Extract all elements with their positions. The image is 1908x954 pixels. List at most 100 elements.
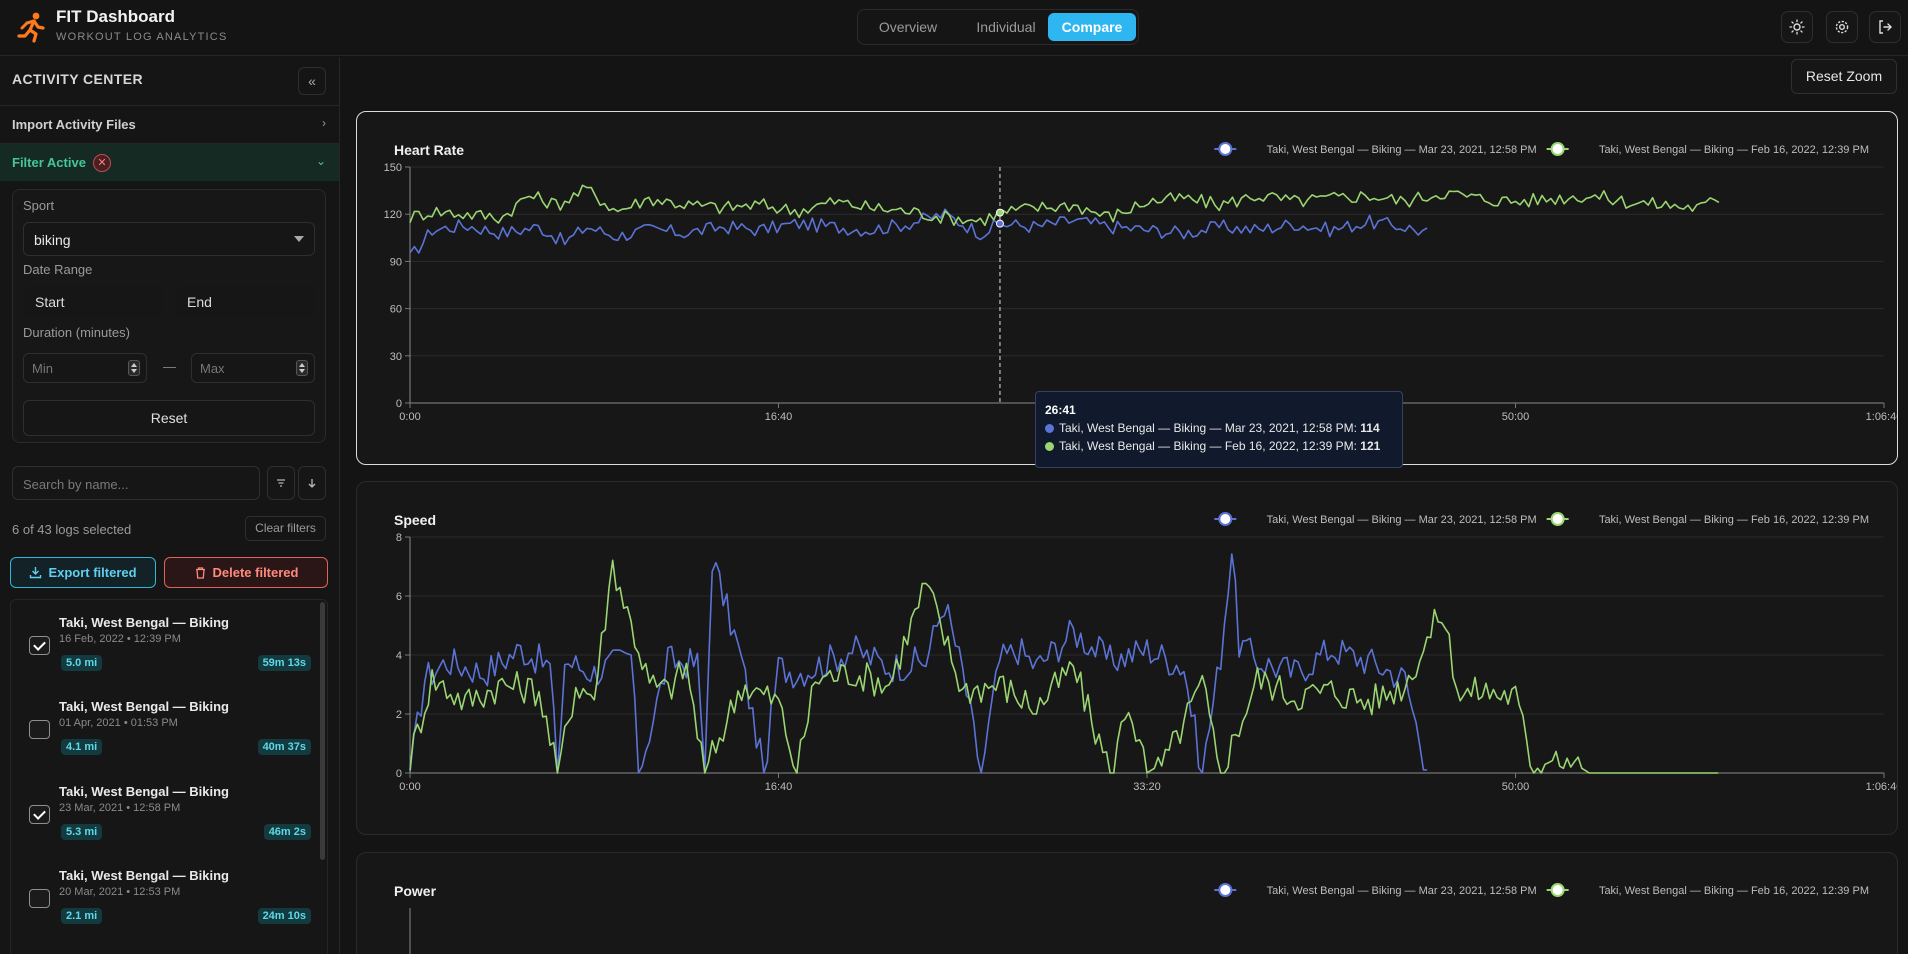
distance-badge: 4.1 mi — [61, 739, 103, 755]
x-tick-label: 50:00 — [1502, 781, 1530, 793]
min-duration-input[interactable]: Min — [23, 353, 147, 383]
start-date-label: Start — [35, 294, 65, 310]
duration-badge: 40m 37s — [257, 739, 311, 755]
list-scrollbar[interactable] — [320, 602, 325, 860]
log-date: 20 Mar, 2021 • 12:53 PM — [59, 886, 181, 898]
tooltip-row-a: Taki, West Bengal — Biking — Mar 23, 202… — [1045, 421, 1380, 435]
start-date-input[interactable]: Start — [23, 286, 163, 318]
speed-panel: Speed Taki, West Bengal — Biking — Feb 16… — [356, 481, 1902, 835]
clear-filters-button[interactable]: Clear filters — [245, 516, 326, 541]
legend-marker — [1218, 512, 1233, 526]
range-dash: — — [163, 359, 176, 374]
series-line — [409, 208, 1428, 254]
download-icon — [30, 567, 42, 579]
y-tick-label: 120 — [384, 209, 402, 221]
sort-direction-button[interactable] — [298, 466, 326, 500]
log-title: Taki, West Bengal — Biking — [59, 615, 229, 630]
top-bar: FIT Dashboard WORKOUT LOG ANALYTICS Over… — [0, 0, 1908, 56]
sort-field-button[interactable] — [267, 466, 295, 500]
log-checkbox[interactable] — [29, 889, 50, 908]
tooltip-time: 26:41 — [1045, 403, 1076, 417]
log-date: 01 Apr, 2021 • 01:53 PM — [59, 717, 178, 729]
list-item[interactable]: Taki, West Bengal — Biking 16 Feb, 2022 … — [11, 600, 319, 684]
delete-filtered-button[interactable]: Delete filtered — [164, 557, 328, 588]
legend-marker — [1218, 142, 1233, 156]
log-title: Taki, West Bengal — Biking — [59, 784, 229, 799]
speed-chart[interactable]: Speed Taki, West Bengal — Biking — Feb 16… — [357, 482, 1902, 834]
chevron-right-icon: › — [322, 116, 326, 130]
series-line — [409, 184, 1720, 227]
power-chart[interactable]: Power Taki, West Bengal — Biking — Feb 16… — [357, 853, 1897, 954]
list-item[interactable]: Taki, West Bengal — Biking 01 Apr, 2021 … — [11, 684, 319, 768]
theme-toggle-button[interactable] — [1781, 11, 1813, 43]
y-tick-label: 4 — [396, 650, 402, 662]
collapse-sidebar-button[interactable]: « — [298, 67, 326, 95]
legend-marker — [1550, 142, 1565, 156]
duration-badge: 59m 13s — [257, 655, 311, 671]
log-checkbox[interactable] — [29, 805, 50, 824]
legend-label: Taki, West Bengal — Biking — Mar 23, 202… — [1267, 885, 1537, 897]
tab-overview[interactable]: Overview — [878, 19, 938, 35]
filter-active-row[interactable]: Filter Active ✕ ⌄ — [0, 143, 339, 181]
trash-icon — [195, 567, 205, 579]
y-tick-label: 30 — [390, 351, 402, 363]
x-tick-label: 16:40 — [765, 781, 793, 793]
legend-marker — [1550, 512, 1565, 526]
tab-compare[interactable]: Compare — [1048, 13, 1136, 41]
filter-panel: Sport biking Date Range Start End Durati… — [12, 189, 326, 443]
y-tick-label: 150 — [384, 162, 402, 174]
filter-active-label: Filter Active — [12, 155, 86, 170]
max-duration-input[interactable]: Max — [191, 353, 315, 383]
heart-rate-chart[interactable]: Heart Rate Taki, West Bengal — Biking — F… — [357, 112, 1902, 464]
clear-filter-icon[interactable]: ✕ — [93, 154, 111, 172]
search-input[interactable]: Search by name... — [12, 466, 260, 500]
max-stepper[interactable] — [296, 360, 308, 376]
chart-legend: Taki, West Bengal — Biking — Feb 16, 202… — [1214, 883, 1869, 897]
export-filtered-button[interactable]: Export filtered — [10, 557, 156, 588]
y-tick-label: 0 — [396, 398, 402, 410]
caret-down-icon — [294, 236, 304, 242]
list-item[interactable]: Taki, West Bengal — Biking 23 Mar, 2021 … — [11, 769, 319, 853]
chart-legend: Taki, West Bengal — Biking — Feb 16, 202… — [1214, 512, 1869, 526]
legend-marker — [1550, 883, 1565, 897]
y-tick-label: 0 — [396, 768, 402, 780]
tab-individual[interactable]: Individual — [976, 19, 1036, 35]
reset-filter-button[interactable]: Reset — [23, 400, 315, 436]
legend-label: Taki, West Bengal — Biking — Feb 16, 202… — [1599, 514, 1869, 526]
log-title: Taki, West Bengal — Biking — [59, 699, 229, 714]
legend-label: Taki, West Bengal — Biking — Mar 23, 202… — [1267, 514, 1537, 526]
list-item[interactable]: Taki, West Bengal — Biking 20 Mar, 2021 … — [11, 853, 319, 937]
log-checkbox[interactable] — [29, 720, 50, 739]
y-tick-label: 90 — [390, 256, 402, 268]
min-stepper[interactable] — [128, 360, 140, 376]
hover-point — [995, 219, 1004, 228]
legend-label: Taki, West Bengal — Biking — Feb 16, 202… — [1599, 885, 1869, 897]
min-placeholder: Min — [32, 361, 53, 376]
double-chevron-left-icon: « — [308, 73, 316, 89]
series-a-dot — [1045, 424, 1054, 433]
x-tick-label: 1:06:40 — [1866, 411, 1897, 423]
x-tick-label: 50:00 — [1502, 411, 1530, 423]
end-date-input[interactable]: End — [175, 286, 315, 318]
import-files-row[interactable]: Import Activity Files › — [0, 105, 339, 143]
settings-button[interactable] — [1826, 11, 1858, 43]
reset-zoom-button[interactable]: Reset Zoom — [1791, 59, 1897, 94]
chart-legend: Taki, West Bengal — Biking — Feb 16, 202… — [1214, 142, 1869, 156]
legend-label: Taki, West Bengal — Biking — Mar 23, 202… — [1267, 144, 1537, 156]
end-date-label: End — [187, 294, 212, 310]
log-checkbox[interactable] — [29, 636, 50, 655]
heart-rate-panel: Heart Rate Taki, West Bengal — Biking — F… — [356, 111, 1902, 468]
runner-logo-icon — [17, 12, 45, 43]
sport-select-value: biking — [34, 232, 71, 248]
log-date: 16 Feb, 2022 • 12:39 PM — [59, 633, 181, 645]
sport-select[interactable]: biking — [23, 222, 315, 256]
distance-badge: 5.3 mi — [61, 824, 103, 840]
app-subtitle: WORKOUT LOG ANALYTICS — [56, 31, 228, 43]
selection-count: 6 of 43 logs selected — [12, 522, 132, 537]
sort-lines-icon — [277, 479, 285, 487]
tooltip-row-b: Taki, West Bengal — Biking — Feb 16, 202… — [1045, 439, 1380, 453]
log-title: Taki, West Bengal — Biking — [59, 868, 229, 883]
duration-badge: 24m 10s — [257, 908, 311, 924]
logout-button[interactable] — [1869, 11, 1901, 43]
tooltip-label-a: Taki, West Bengal — Biking — Mar 23, 202… — [1059, 421, 1361, 435]
